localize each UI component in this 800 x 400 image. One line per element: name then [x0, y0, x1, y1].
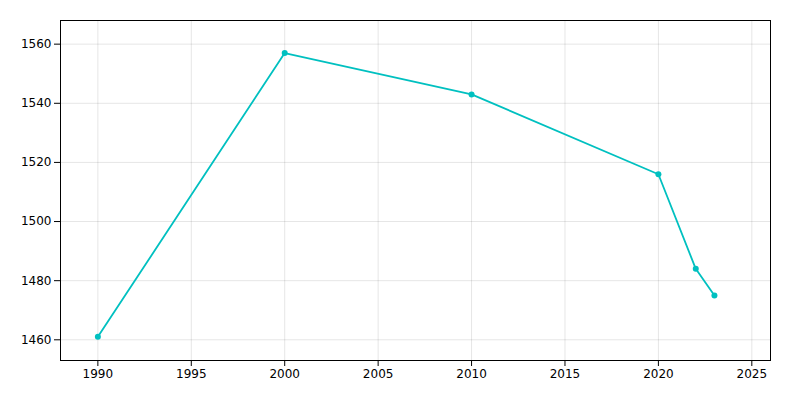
- svg-text:1460: 1460: [21, 333, 52, 347]
- svg-text:1480: 1480: [21, 274, 52, 288]
- svg-text:2005: 2005: [363, 367, 394, 381]
- svg-text:1500: 1500: [21, 214, 52, 228]
- svg-text:1560: 1560: [21, 37, 52, 51]
- svg-text:1520: 1520: [21, 155, 52, 169]
- svg-text:2000: 2000: [269, 367, 300, 381]
- svg-text:1995: 1995: [176, 367, 207, 381]
- svg-text:2015: 2015: [550, 367, 581, 381]
- svg-text:1990: 1990: [83, 367, 114, 381]
- svg-text:2025: 2025: [737, 367, 768, 381]
- svg-text:2020: 2020: [643, 367, 674, 381]
- svg-text:1540: 1540: [21, 96, 52, 110]
- svg-text:2010: 2010: [456, 367, 487, 381]
